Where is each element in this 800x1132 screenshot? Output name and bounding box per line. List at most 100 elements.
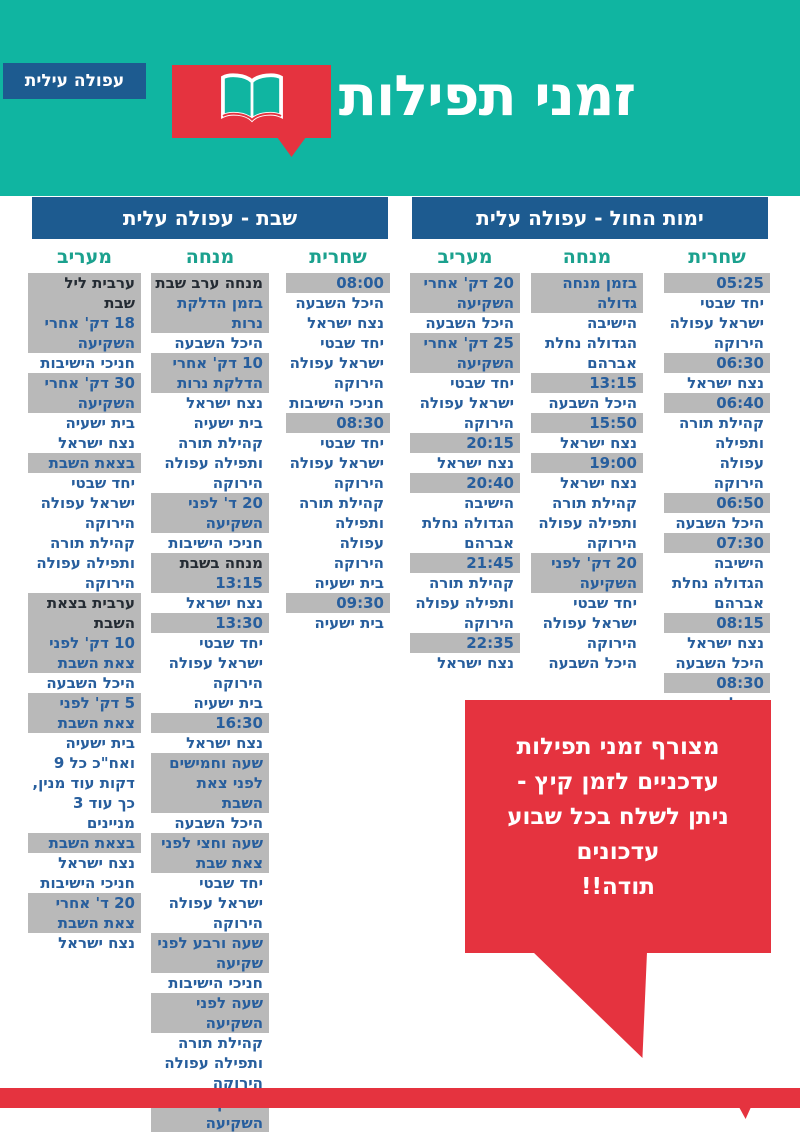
time-entry: 08:15 (664, 613, 770, 633)
time-entry: 06:40 (664, 393, 770, 413)
section-bar-shabbat: שבת - עפולה עלית (32, 197, 388, 239)
time-entry: 05:25 (664, 273, 770, 293)
synagogue-name: בית ישעיה (65, 414, 135, 432)
synagogue-name: יחד שבטי ישראל עפולה הירוקה (40, 474, 135, 532)
time-entry: 16:30 (151, 713, 269, 733)
column-shabbat-maariv: מעריב ערבית ליל שבת 18 דק' אחרי השקיעה חני… (28, 246, 141, 953)
synagogue-name: בית ישעיה ואח"כ כל 9 דקות עוד מנין, כך ע… (32, 734, 135, 832)
synagogue-name: קהילת תורה ותפילה עפולה הירוקה (164, 434, 263, 492)
time-entry: 09:30 (286, 593, 390, 613)
service-label: מנחה ערב שבת (151, 273, 269, 293)
notice-line: עדכונים (576, 839, 660, 865)
notice-speech-bubble: מצורף זמני תפילות עדכניים לזמן קיץ - נית… (465, 700, 771, 953)
time-entry: 22:35 (410, 633, 520, 653)
synagogue-name: קהילת תורה ותפילה עפולה הירוקה (298, 494, 384, 572)
time-entry: שעה לפני השקיעה (151, 993, 269, 1033)
bottom-ribbon-tail (739, 1107, 751, 1119)
time-entry: בזמן הדלקת נרות (151, 293, 269, 333)
time-entry: שעה וחצי לפני צאת שבת (151, 833, 269, 873)
time-entry: 21:45 (410, 553, 520, 573)
notice-line: מצורף זמני תפילות (516, 734, 720, 760)
column-header: שחרית (309, 246, 367, 268)
time-entry: 08:00 (286, 273, 390, 293)
synagogue-name: הישיבה הגדולה נחלת אברהם (545, 314, 637, 372)
synagogue-name: נצח ישראל (186, 394, 263, 412)
column-header: מעריב (437, 246, 493, 268)
synagogue-name: נצח ישראל (186, 734, 263, 752)
column-entries: 08:00 היכל השבעה נצח ישראל יחד שבטי ישראל ע… (286, 273, 390, 633)
column-weekday-mincha: מנחה בזמן מנחה גדולה הישיבה הגדולה נחלת א… (531, 246, 643, 673)
notice-line: ניתן לשלח בכל שבוע (507, 804, 729, 830)
synagogue-name: קהילת תורה ותפילה עפולה הירוקה (36, 534, 135, 592)
column-shabbat-mincha: מנחה מנחה ערב שבת בזמן הדלקת נרות היכל השב… (151, 246, 269, 1132)
synagogue-name: חניכי הישיבות (289, 394, 384, 412)
time-entry: שעה ורבע לפני שקיעה (151, 933, 269, 973)
column-shabbat-shacharit: שחרית 08:00 היכל השבעה נצח ישראל יחד שבטי י… (286, 246, 390, 633)
time-entry: 20 ד' לפני השקיעה (151, 493, 269, 533)
time-entry: בזמן מנחה גדולה (531, 273, 643, 313)
synagogue-name: הישיבה הגדולה נחלת אברהם (422, 494, 514, 552)
synagogue-name: היכל השבעה (174, 814, 263, 832)
time-entry: 07:30 (664, 533, 770, 553)
column-entries: בזמן מנחה גדולה הישיבה הגדולה נחלת אברהם 1… (531, 273, 643, 673)
column-weekday-maariv: מעריב 20 דק' אחרי השקיעה היכל השבעה 25 דק'… (410, 246, 520, 673)
time-entry: בצאת השבת (28, 453, 141, 473)
column-weekday-shacharit: שחרית 05:25 יחד שבטי ישראל עפולה הירוקה 06… (664, 246, 770, 773)
synagogue-name: נצח ישראל (58, 934, 135, 952)
synagogue-name: היכל השבעה (425, 314, 514, 332)
time-entry: 19:00 (531, 453, 643, 473)
synagogue-name: יחד שבטי ישראל עפולה הירוקה (669, 294, 764, 352)
synagogue-name: היכל השבעה (548, 654, 637, 672)
synagogue-name: יחד שבטי ישראל עפולה הירוקה (289, 434, 384, 492)
synagogue-name: נצח ישראל (437, 654, 514, 672)
synagogue-name: נצח ישראל (58, 854, 135, 872)
time-entry: 30 דק' אחרי השקיעה (28, 373, 141, 413)
time-entry: 10 דק' אחרי הדלקת נרות (151, 353, 269, 393)
synagogue-name: בית ישעיה (193, 414, 263, 432)
synagogue-name: נצח ישראל (58, 434, 135, 452)
time-entry: 20 דק' לפני השקיעה (531, 553, 643, 593)
synagogue-name: קהילת תורה ותפילה עפולה הירוקה (538, 494, 637, 552)
time-entry: 06:30 (664, 353, 770, 373)
time-entry: 13:15 (531, 373, 643, 393)
synagogue-name: נצח ישראל (186, 594, 263, 612)
synagogue-name: נצח ישראל (687, 374, 764, 392)
time-entry: 06:50 (664, 493, 770, 513)
synagogue-name: בית ישעיה (314, 574, 384, 592)
synagogue-name: קהילת תורה ותפילה עפולה הירוקה (415, 574, 514, 632)
synagogue-name: נצח ישראל (437, 454, 514, 472)
notice-text: מצורף זמני תפילות עדכניים לזמן קיץ - נית… (465, 700, 771, 905)
synagogue-name: היכל השבעה (675, 514, 764, 532)
time-entry: 18 דק' אחרי השקיעה (28, 313, 141, 353)
open-book-icon (214, 70, 290, 134)
time-entry: 10 דק' לפני צאת השבת (28, 633, 141, 673)
section-bar-weekday: ימות החול - עפולה עלית (412, 197, 768, 239)
notice-line: עדכניים לזמן קיץ - (517, 769, 719, 795)
time-entry: 13:30 (151, 613, 269, 633)
time-entry: 08:30 (286, 413, 390, 433)
synagogue-name: נצח ישראל (687, 634, 764, 652)
synagogue-name: חניכי הישיבות (168, 534, 263, 552)
synagogue-name: חניכי הישיבות (168, 974, 263, 992)
city-badge: עפולה עילית (3, 63, 146, 99)
time-entry: 20 ד' אחרי צאת השבת (28, 893, 141, 933)
synagogue-name: יחד שבטי ישראל עפולה הירוקה (289, 334, 384, 392)
service-label: מנחה בשבת (151, 553, 269, 573)
synagogue-name: בית ישעיה (193, 694, 263, 712)
notice-bubble-tail (533, 952, 647, 1058)
time-entry: 25 דק' אחרי השקיעה (410, 333, 520, 373)
column-header: מעריב (56, 246, 113, 268)
column-entries: ערבית ליל שבת 18 דק' אחרי השקיעה חניכי היש… (28, 273, 141, 953)
synagogue-name: יחד שבטי ישראל עפולה הירוקה (168, 874, 263, 932)
column-entries: מנחה ערב שבת בזמן הדלקת נרות היכל השבעה 10 … (151, 273, 269, 1132)
time-entry: בצאת השבת (28, 833, 141, 853)
synagogue-name: היכל השבעה (675, 654, 764, 672)
bottom-ribbon (0, 1088, 800, 1108)
time-entry: 08:30 (664, 673, 770, 693)
column-header: שחרית (688, 246, 746, 268)
page-title: זמני תפילות (338, 64, 636, 129)
time-entry: 5 דק' לפני צאת השבת (28, 693, 141, 733)
synagogue-name: היכל השבעה (295, 294, 384, 312)
synagogue-name: היכל השבעה (46, 674, 135, 692)
